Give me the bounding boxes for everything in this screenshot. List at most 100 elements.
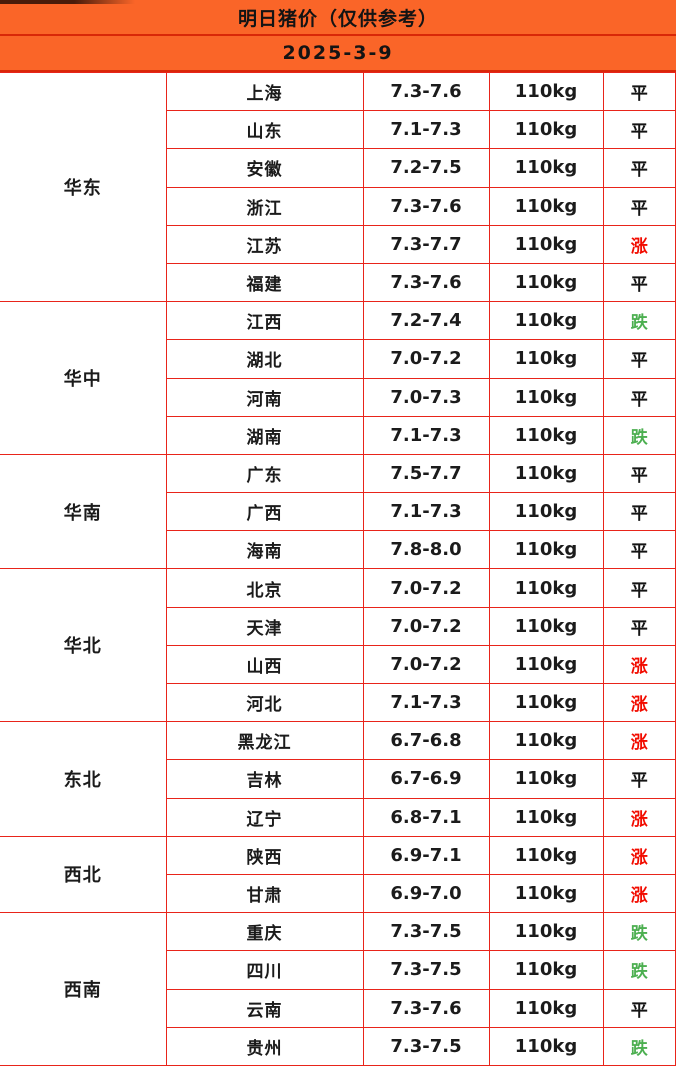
table-row: 华中 江西 7.2-7.4 110kg 跌 bbox=[0, 301, 676, 455]
province-cell: 福建 bbox=[166, 262, 364, 303]
weight-cell: 110kg bbox=[488, 71, 604, 112]
weight-cell: 110kg bbox=[488, 224, 604, 264]
table-row: 湖南 7.1-7.3 110kg 跌 bbox=[0, 415, 676, 455]
province-cell: 四川 bbox=[166, 950, 364, 990]
weight-cell: 110kg bbox=[488, 606, 604, 646]
weight-cell: 110kg bbox=[488, 415, 604, 455]
price-cell: 6.7-6.9 bbox=[362, 759, 490, 799]
trend-cell: 平 bbox=[602, 530, 676, 570]
trend-cell: 平 bbox=[602, 339, 676, 379]
price-cell: 7.3-7.6 bbox=[362, 988, 490, 1028]
province-cell: 湖北 bbox=[166, 339, 364, 379]
province-cell: 黑龙江 bbox=[165, 721, 364, 761]
price-cell: 7.0-7.2 bbox=[362, 339, 490, 379]
table-row: 河南 7.0-7.3 110kg 平 bbox=[0, 377, 676, 417]
table-row: 吉林 6.7-6.9 110kg 平 bbox=[0, 759, 676, 799]
region-cell: 西北 bbox=[0, 835, 167, 914]
province-cell: 浙江 bbox=[166, 186, 364, 226]
price-cell: 7.2-7.5 bbox=[362, 148, 490, 188]
price-cell: 6.8-7.1 bbox=[362, 797, 490, 837]
trend-cell: 平 bbox=[602, 492, 676, 532]
weight-cell: 110kg bbox=[488, 835, 604, 875]
weight-cell: 110kg bbox=[488, 453, 604, 494]
province-cell: 天津 bbox=[166, 606, 364, 646]
price-cell: 7.1-7.3 bbox=[362, 682, 490, 723]
province-cell: 河南 bbox=[166, 377, 364, 417]
table-row: 贵州 7.3-7.5 110kg 跌 bbox=[0, 1026, 676, 1066]
price-cell: 7.3-7.6 bbox=[362, 186, 490, 226]
weight-cell: 110kg bbox=[488, 759, 604, 799]
date-bar: 2025-3-9 bbox=[0, 36, 676, 72]
page-title: 明日猪价（仅供参考） bbox=[0, 0, 676, 36]
trend-cell: 涨 bbox=[602, 224, 676, 264]
weight-cell: 110kg bbox=[488, 912, 604, 952]
price-cell: 7.3-7.7 bbox=[362, 224, 490, 264]
weight-cell: 110kg bbox=[488, 988, 604, 1028]
table-row: 华东 上海 7.3-7.6 110kg 平 bbox=[0, 71, 676, 303]
trend-cell: 平 bbox=[602, 148, 676, 188]
trend-cell: 平 bbox=[602, 453, 676, 494]
province-cell: 山东 bbox=[166, 110, 364, 150]
trend-cell: 平 bbox=[602, 110, 676, 150]
province-cell: 甘肃 bbox=[166, 873, 364, 914]
table-row: 山西 7.0-7.2 110kg 涨 bbox=[0, 644, 676, 685]
region-cell: 华北 bbox=[0, 568, 167, 723]
trend-cell: 平 bbox=[602, 568, 676, 608]
weight-cell: 110kg bbox=[488, 721, 604, 761]
price-cell: 7.3-7.6 bbox=[362, 71, 490, 112]
province-cell: 北京 bbox=[165, 568, 364, 608]
weight-cell: 110kg bbox=[488, 1026, 604, 1066]
table-row: 浙江 7.3-7.6 110kg 平 bbox=[0, 186, 676, 226]
province-cell: 江苏 bbox=[166, 224, 364, 264]
region-cell: 西南 bbox=[0, 912, 167, 1066]
trend-cell: 涨 bbox=[602, 835, 676, 875]
province-cell: 贵州 bbox=[166, 1026, 364, 1066]
trend-cell: 涨 bbox=[602, 797, 676, 837]
province-cell: 河北 bbox=[166, 682, 364, 723]
weight-cell: 110kg bbox=[488, 186, 604, 226]
price-cell: 7.0-7.3 bbox=[362, 377, 490, 417]
table-row: 甘肃 6.9-7.0 110kg 涨 bbox=[0, 873, 676, 914]
weight-cell: 110kg bbox=[488, 492, 604, 532]
trend-cell: 平 bbox=[602, 988, 676, 1028]
region-cell: 华南 bbox=[0, 453, 167, 570]
province-cell: 辽宁 bbox=[166, 797, 364, 837]
price-cell: 7.8-8.0 bbox=[362, 530, 490, 570]
trend-cell: 涨 bbox=[602, 682, 676, 723]
price-cell: 6.7-6.8 bbox=[362, 721, 490, 761]
province-cell: 上海 bbox=[165, 71, 364, 112]
table-row: 河北 7.1-7.3 110kg 涨 bbox=[0, 682, 676, 723]
province-cell: 吉林 bbox=[166, 759, 364, 799]
weight-cell: 110kg bbox=[488, 148, 604, 188]
trend-cell: 平 bbox=[602, 377, 676, 417]
trend-cell: 跌 bbox=[602, 1026, 676, 1066]
weight-cell: 110kg bbox=[488, 797, 604, 837]
weight-cell: 110kg bbox=[488, 110, 604, 150]
trend-cell: 涨 bbox=[602, 644, 676, 685]
weight-cell: 110kg bbox=[488, 377, 604, 417]
price-cell: 7.5-7.7 bbox=[362, 453, 490, 494]
trend-cell: 平 bbox=[602, 186, 676, 226]
weight-cell: 110kg bbox=[488, 339, 604, 379]
pig-price-table: 华东 上海 7.3-7.6 110kg 平山东 7.1-7.3 110kg 平安徽 7.2-7.… bbox=[0, 71, 676, 1066]
table-row: 东北 黑龙江 6.7-6.8 110kg 涨 bbox=[0, 721, 676, 837]
trend-cell: 平 bbox=[602, 759, 676, 799]
page-title-text: 明日猪价（仅供参考） bbox=[237, 7, 438, 30]
price-cell: 7.1-7.3 bbox=[362, 492, 490, 532]
price-cell: 7.0-7.2 bbox=[362, 606, 490, 646]
province-cell: 广东 bbox=[165, 453, 364, 494]
province-cell: 海南 bbox=[166, 530, 364, 570]
trend-cell: 平 bbox=[602, 262, 676, 303]
table-row: 福建 7.3-7.6 110kg 平 bbox=[0, 262, 676, 303]
trend-cell: 涨 bbox=[602, 721, 676, 761]
province-cell: 陕西 bbox=[165, 835, 364, 875]
province-cell: 江西 bbox=[165, 301, 364, 341]
weight-cell: 110kg bbox=[488, 568, 604, 608]
trend-cell: 跌 bbox=[602, 415, 676, 455]
price-cell: 7.2-7.4 bbox=[362, 301, 490, 341]
table-row: 西北 陕西 6.9-7.1 110kg 涨 bbox=[0, 835, 676, 914]
price-cell: 7.3-7.6 bbox=[362, 262, 490, 303]
weight-cell: 110kg bbox=[488, 873, 604, 914]
trend-cell: 平 bbox=[602, 71, 676, 112]
date-text: 2025-3-9 bbox=[282, 42, 394, 64]
